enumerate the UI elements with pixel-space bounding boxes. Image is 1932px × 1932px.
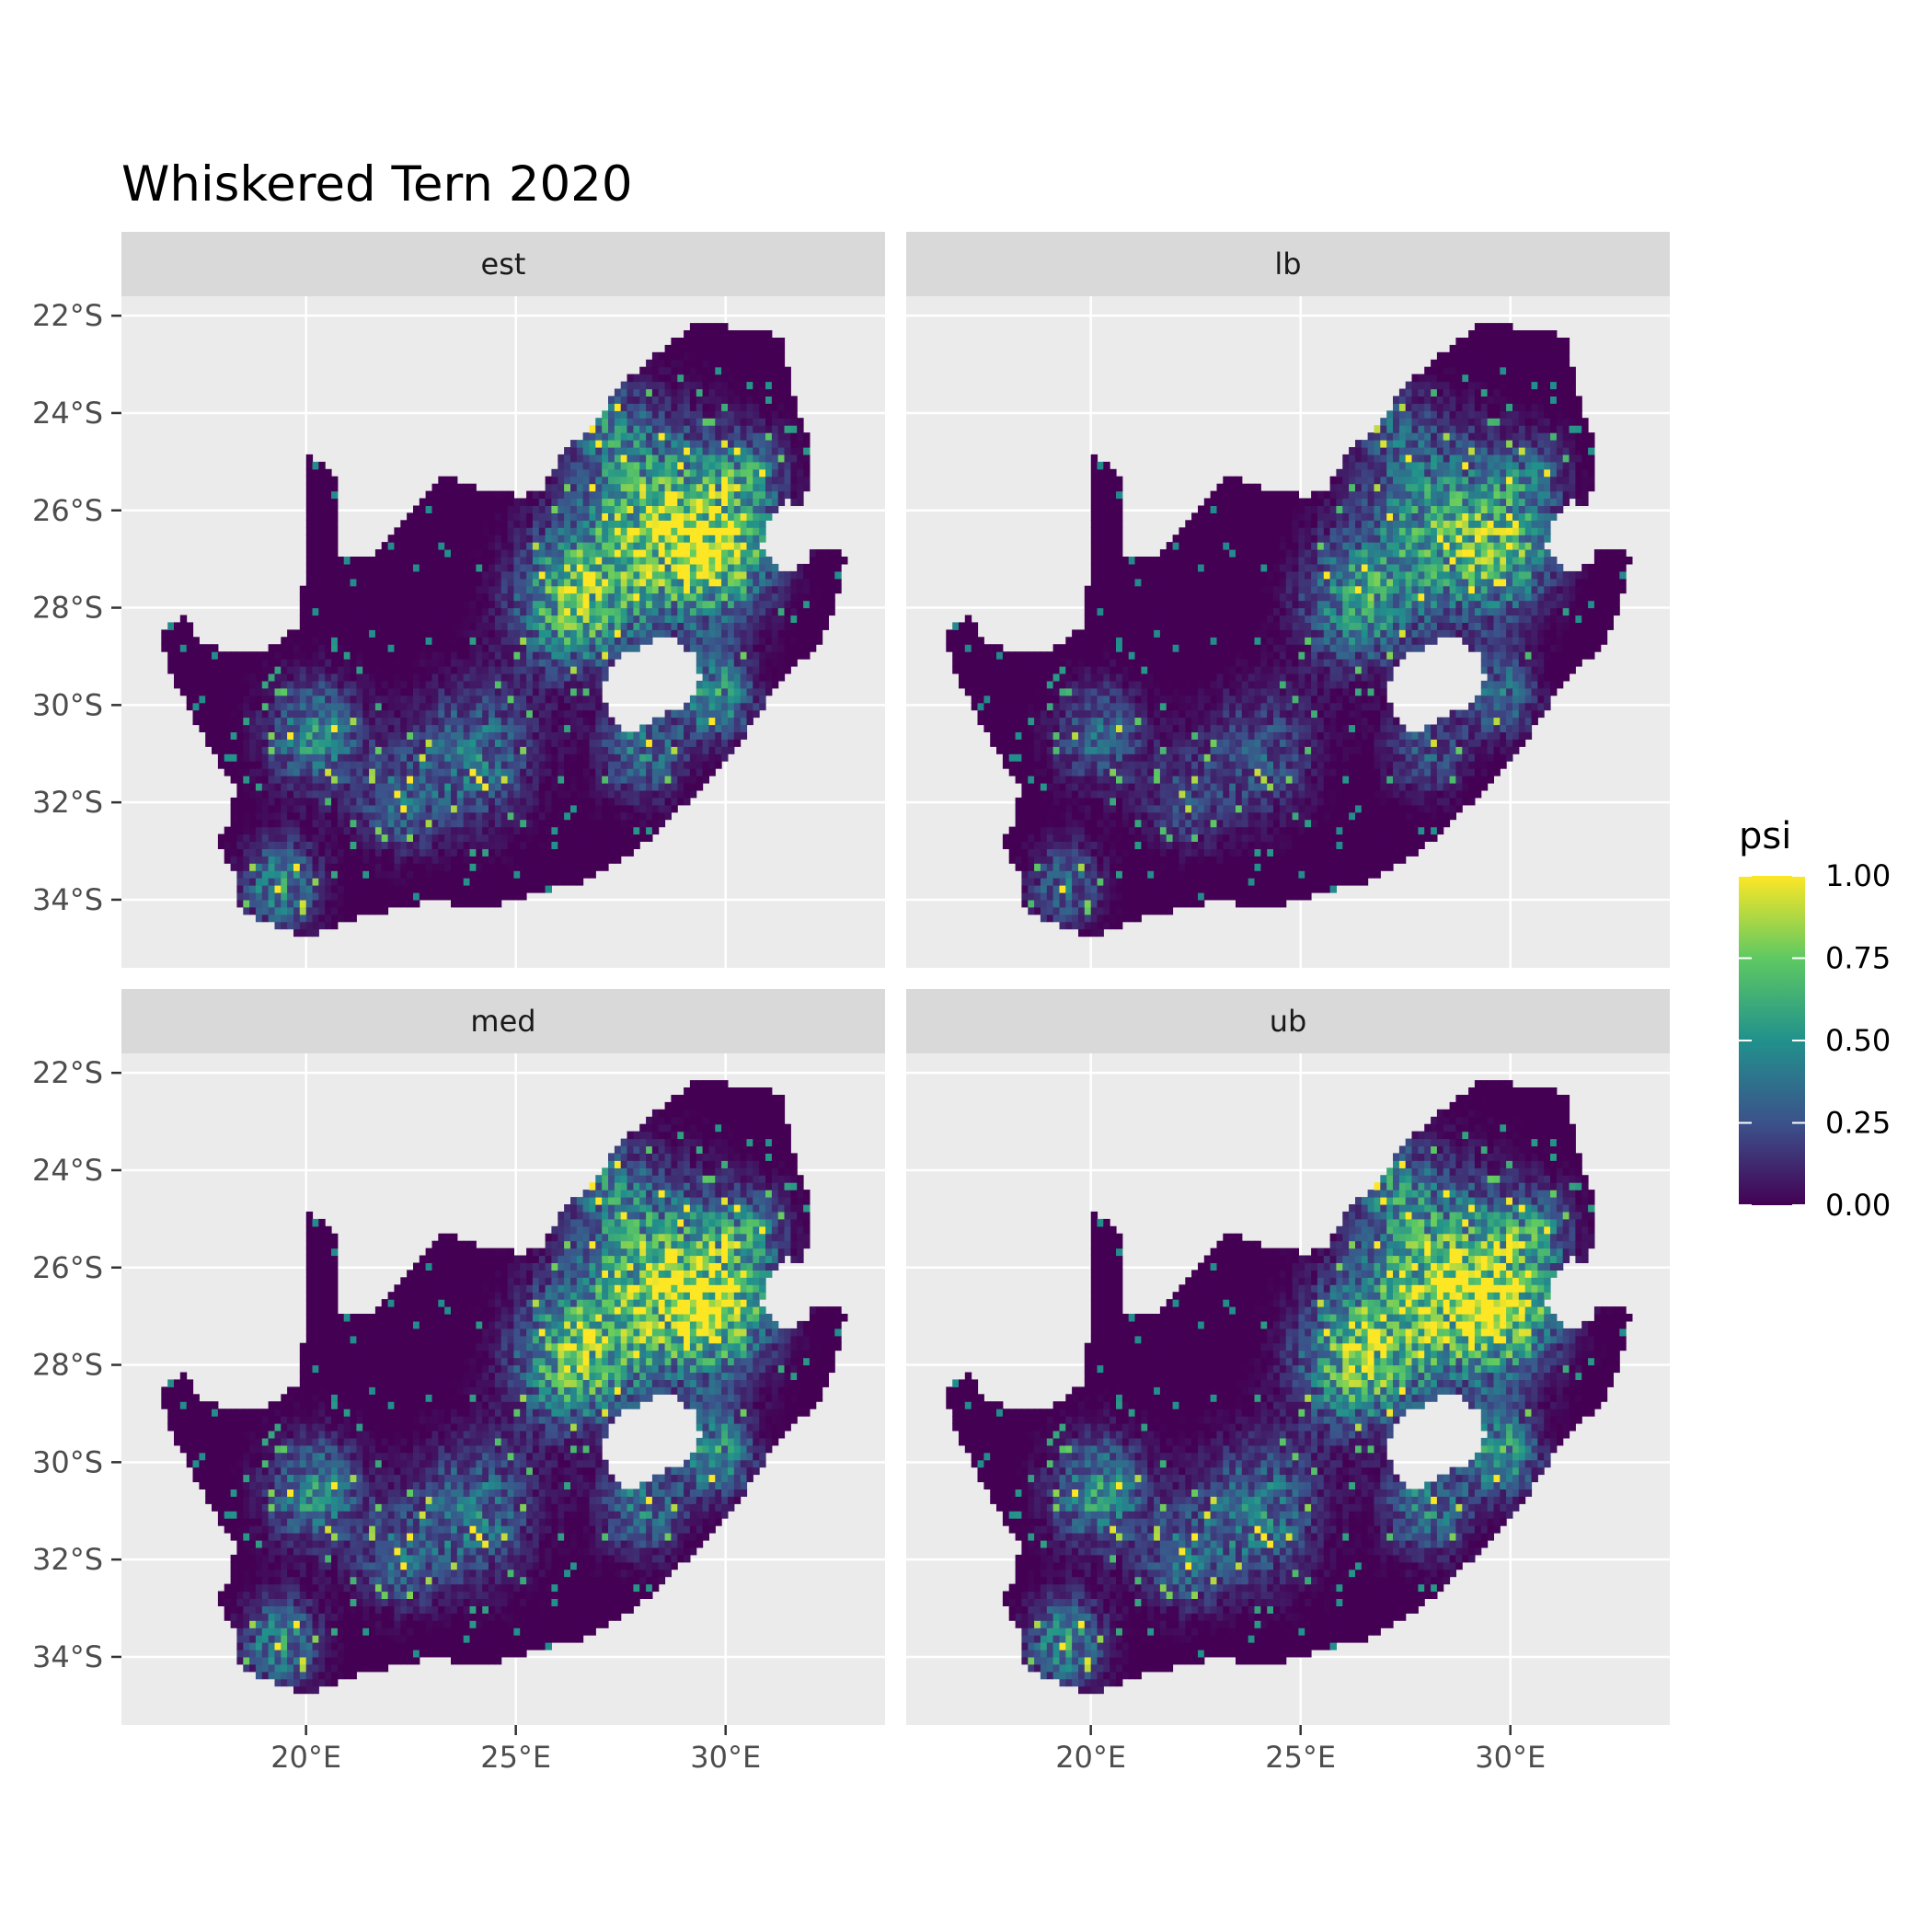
y-tick-label: 32°S	[32, 785, 103, 820]
y-tick-label: 34°S	[32, 882, 103, 917]
y-tick-label: 22°S	[32, 1055, 103, 1090]
facet-panel-med: med 22°S 24°S 26°S 28°S 30°S 32°S 34°S 20°E 25°E 3…	[32, 989, 885, 1775]
legend-tick-label: 0.00	[1825, 1188, 1891, 1223]
psi-raster	[946, 323, 1633, 937]
facet-label: med	[470, 1004, 535, 1039]
facet-panel-ub: ub 20°E 25°E 30°E	[906, 989, 1670, 1775]
legend-tick-label: 1.00	[1825, 858, 1891, 893]
legend: psi 1.00 0.75 0.50 0.25 0.00	[1739, 815, 1891, 1223]
legend-tick-label: 0.50	[1825, 1023, 1891, 1058]
y-tick-label: 24°S	[32, 396, 103, 431]
x-tick-label: 30°E	[690, 1740, 761, 1775]
y-tick-label: 34°S	[32, 1639, 103, 1674]
legend-tick-label: 0.25	[1825, 1106, 1891, 1141]
facet-strip	[121, 232, 885, 296]
facet-label: est	[481, 247, 526, 282]
y-tick-label: 30°S	[32, 687, 103, 722]
x-tick-label: 20°E	[270, 1740, 341, 1775]
x-tick-label: 30°E	[1475, 1740, 1546, 1775]
y-tick-label: 26°S	[32, 493, 103, 528]
y-tick-label: 30°S	[32, 1444, 103, 1479]
x-tick-label: 25°E	[1265, 1740, 1336, 1775]
psi-raster	[161, 1080, 848, 1695]
legend-title: psi	[1739, 815, 1791, 857]
facet-label: ub	[1270, 1004, 1307, 1039]
facet-panel-est: est 22°S 24°S 26°S 28°S 30°S 32°S 34°S	[32, 232, 885, 968]
y-tick-label: 22°S	[32, 298, 103, 333]
y-tick-label: 24°S	[32, 1153, 103, 1188]
y-tick-label: 26°S	[32, 1250, 103, 1285]
y-tick-label: 28°S	[32, 591, 103, 626]
legend-tick-label: 0.75	[1825, 941, 1891, 976]
legend-ticks: 1.00 0.75 0.50 0.25 0.00	[1739, 858, 1891, 1223]
facet-panels: est 22°S 24°S 26°S 28°S 30°S 32°S 34°S lb med 22°S…	[32, 232, 1670, 1775]
facet-strip	[906, 989, 1670, 1053]
facet-panel-lb: lb	[906, 232, 1670, 968]
facet-strip	[121, 989, 885, 1053]
psi-raster	[946, 1080, 1633, 1695]
x-tick-label: 25°E	[480, 1740, 551, 1775]
chart-title: Whiskered Tern 2020	[121, 156, 633, 213]
y-tick-label: 32°S	[32, 1542, 103, 1577]
facet-strip	[906, 232, 1670, 296]
y-tick-label: 28°S	[32, 1348, 103, 1383]
psi-raster	[161, 323, 848, 937]
x-tick-label: 20°E	[1055, 1740, 1126, 1775]
facet-label: lb	[1274, 247, 1301, 282]
